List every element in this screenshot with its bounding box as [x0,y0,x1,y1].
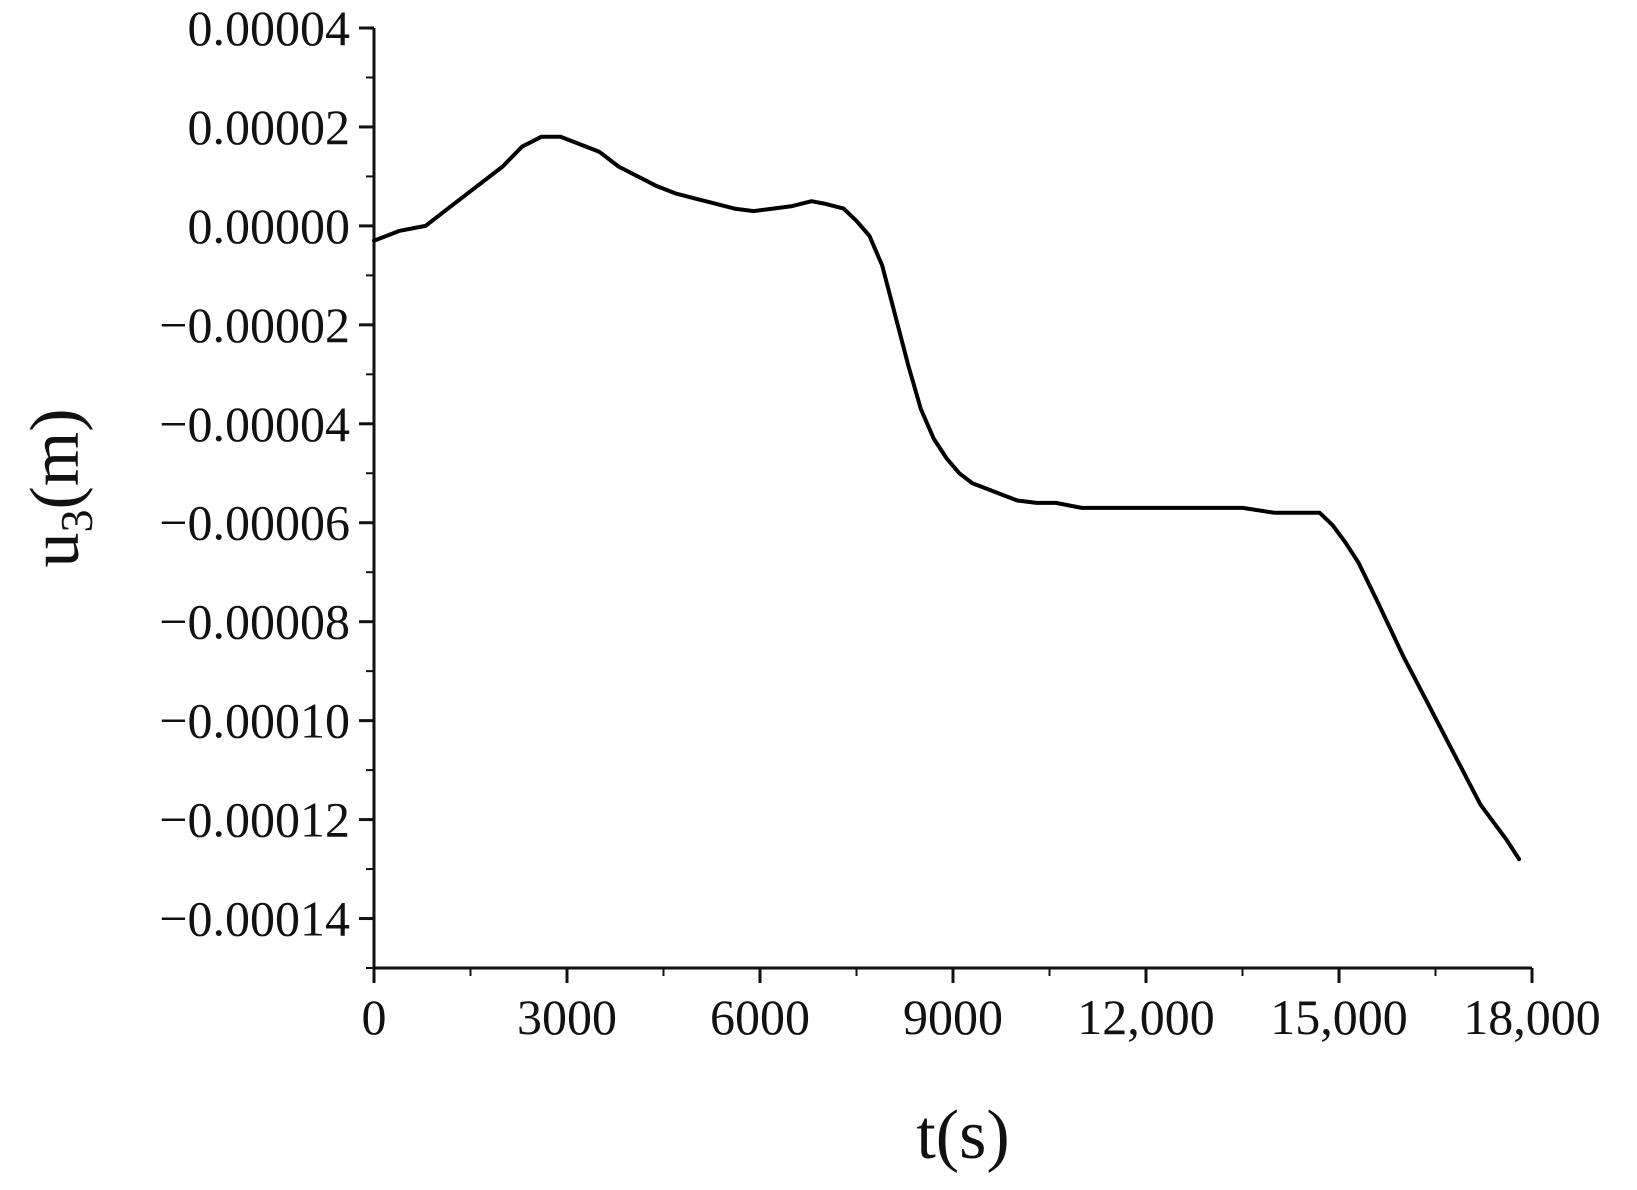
y-tick-label: −0.00004 [159,396,350,452]
series-group [372,134,1522,862]
y-tick-label: −0.00006 [159,495,350,551]
y-axis-title-main: u [17,533,94,568]
y-axis-title: u3(m) [17,408,102,567]
y-axis-title-subscript: 3 [51,510,102,533]
x-axis-title: t(s) [916,1097,1009,1174]
y-tick-label: 0.00000 [188,198,351,254]
series-line [372,134,1522,862]
x-tick-label: 6000 [710,989,810,1045]
x-axis: 0 3000 6000 9000 12,000 15,000 18,000 [362,966,1601,1045]
y-axis-title-unit: (m) [17,408,94,509]
y-tick-label: 0.00004 [188,0,351,56]
x-tick-label: 3000 [517,989,617,1045]
y-tick-label: −0.00008 [159,594,350,650]
x-tick-label: 18,000 [1463,989,1601,1045]
x-tick-label: 0 [362,989,387,1045]
x-tick-label: 15,000 [1270,989,1408,1045]
y-tick-label: −0.00012 [159,792,350,848]
x-tick-label: 12,000 [1077,989,1215,1045]
y-tick-label: −0.00014 [159,891,350,947]
y-axis: 0.00004 0.00002 0.00000 −0.00002 −0.00004 −0.… [159,0,376,969]
y-tick-label: −0.00002 [159,297,350,353]
y-tick-label: −0.00010 [159,693,350,749]
y-tick-label: 0.00002 [188,99,351,155]
x-tick-label: 9000 [903,989,1003,1045]
